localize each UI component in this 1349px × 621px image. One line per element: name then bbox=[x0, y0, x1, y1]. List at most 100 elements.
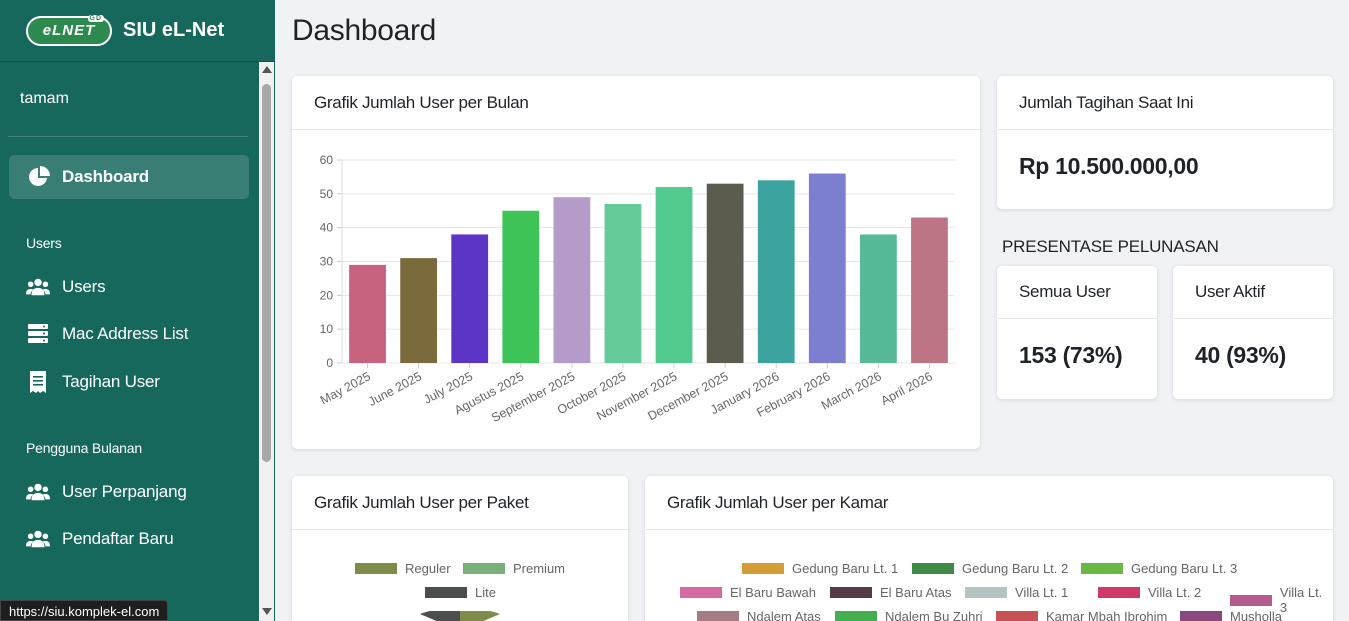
legend-label: Villa Lt. 2 bbox=[1148, 585, 1202, 600]
legend-label: Reguler bbox=[405, 561, 451, 576]
brand-logo-text: eLNET bbox=[42, 22, 96, 39]
y-tick-label: 40 bbox=[320, 221, 334, 235]
legend-item[interactable]: El Baru Bawah bbox=[680, 585, 816, 600]
current-user-name[interactable]: tamam bbox=[20, 90, 69, 107]
tagihan-value: Rp 10.500.000,00 bbox=[1019, 153, 1199, 179]
legend-label: El Baru Bawah bbox=[730, 585, 816, 600]
users-icon bbox=[26, 528, 50, 550]
legend-swatch bbox=[425, 587, 467, 598]
pelunasan-section-label: PRESENTASE PELUNASAN bbox=[1002, 237, 1219, 256]
user-divider bbox=[8, 136, 248, 137]
legend-item[interactable]: Ndalem Atas bbox=[697, 609, 821, 621]
bar[interactable] bbox=[911, 217, 948, 363]
bar[interactable] bbox=[757, 180, 795, 363]
y-tick-label: 20 bbox=[320, 288, 334, 302]
legend-item[interactable]: Premium bbox=[463, 561, 565, 576]
legend-item[interactable]: Gedung Baru Lt. 3 bbox=[1081, 561, 1237, 576]
x-tick-label: June 2025 bbox=[366, 369, 424, 409]
receipt-icon bbox=[26, 371, 50, 393]
bar[interactable] bbox=[502, 210, 540, 363]
brand-logo-tag: GD bbox=[87, 14, 104, 22]
legend-item[interactable]: Gedung Baru Lt. 2 bbox=[912, 561, 1068, 576]
legend-label: Gedung Baru Lt. 3 bbox=[1131, 561, 1238, 576]
users-icon bbox=[26, 276, 50, 298]
legend-label: El Baru Atas bbox=[880, 585, 952, 600]
y-tick-label: 30 bbox=[320, 255, 334, 269]
legend-swatch bbox=[1081, 563, 1123, 574]
card-title: Grafik Jumlah User per Kamar bbox=[645, 476, 1333, 530]
bar[interactable] bbox=[451, 234, 489, 363]
sidebar-item-tagihan-user[interactable]: Tagihan User bbox=[26, 367, 160, 397]
bar[interactable] bbox=[349, 264, 386, 363]
sidebar-section-monthly: Pengguna Bulanan bbox=[26, 440, 142, 456]
sidebar-item-label: Users bbox=[62, 277, 106, 296]
card-title: Grafik Jumlah User per Bulan bbox=[292, 76, 980, 130]
legend-swatch bbox=[355, 563, 397, 574]
legend-swatch bbox=[965, 587, 1007, 598]
legend-item[interactable]: Reguler bbox=[355, 561, 451, 576]
legend-label: Premium bbox=[513, 561, 566, 576]
legend-item[interactable]: Musholla bbox=[1180, 609, 1282, 621]
legend-item[interactable]: Villa Lt. 2 bbox=[1098, 585, 1201, 600]
bar[interactable] bbox=[859, 234, 897, 363]
sidebar-item-label: Mac Address List bbox=[62, 324, 189, 343]
legend-swatch bbox=[1230, 594, 1272, 606]
legend-swatch bbox=[912, 563, 954, 574]
paket-pie-chart bbox=[420, 611, 500, 621]
sidebar-item-label: User Perpanjang bbox=[62, 482, 187, 501]
scroll-down-arrow-icon[interactable] bbox=[262, 608, 272, 615]
legend-swatch bbox=[680, 587, 722, 598]
tagihan-card: Jumlah Tagihan Saat Ini Rp 10.500.000,00 bbox=[997, 76, 1333, 209]
legend-label: Villa Lt. 3 bbox=[1279, 585, 1323, 615]
y-tick-label: 50 bbox=[320, 187, 334, 201]
bar[interactable] bbox=[553, 197, 591, 363]
legend-swatch bbox=[835, 611, 877, 621]
sidebar-scrollbar[interactable] bbox=[259, 62, 274, 621]
legend-swatch bbox=[742, 563, 784, 574]
bar[interactable] bbox=[400, 258, 438, 363]
legend-item[interactable]: Villa Lt. 1 bbox=[965, 585, 1068, 600]
legend-item[interactable]: Gedung Baru Lt. 1 bbox=[742, 561, 898, 576]
brand-logo: eLNET GD bbox=[26, 14, 112, 46]
scrollbar-thumb[interactable] bbox=[262, 84, 271, 462]
pie-slice-reguler[interactable] bbox=[460, 611, 500, 621]
legend-swatch bbox=[697, 611, 739, 621]
bar[interactable] bbox=[604, 203, 642, 363]
status-bar-url: https://siu.komplek-el.com bbox=[0, 600, 169, 621]
user-aktif-card: User Aktif 40 (93%) bbox=[1173, 266, 1333, 399]
sidebar-item-mac-address-list[interactable]: Mac Address List bbox=[26, 319, 188, 349]
semua-user-value: 153 (73%) bbox=[1019, 342, 1123, 368]
bar[interactable] bbox=[706, 183, 744, 363]
legend-label: Ndalem Atas bbox=[747, 609, 821, 621]
card-title: Grafik Jumlah User per Paket bbox=[292, 476, 628, 530]
pie-slice-lite[interactable] bbox=[420, 611, 460, 621]
scroll-up-arrow-icon[interactable] bbox=[262, 66, 272, 73]
sidebar-item-dashboard[interactable]: Dashboard bbox=[9, 155, 249, 199]
bar[interactable] bbox=[655, 187, 693, 363]
y-tick-label: 60 bbox=[320, 153, 334, 167]
card-title: User Aktif bbox=[1173, 266, 1333, 319]
kamar-chart-card: Grafik Jumlah User per Kamar Gedung Baru… bbox=[645, 476, 1333, 621]
legend-label: Gedung Baru Lt. 1 bbox=[792, 561, 899, 576]
brand-header[interactable]: eLNET GD SIU eL-Net bbox=[0, 0, 275, 62]
sidebar-item-users[interactable]: Users bbox=[26, 272, 106, 302]
page-title: Dashboard bbox=[292, 14, 437, 47]
sidebar-item-pendaftar-baru[interactable]: Pendaftar Baru bbox=[26, 524, 174, 554]
sidebar-section-users: Users bbox=[26, 235, 62, 251]
legend-item[interactable]: Kamar Mbah Ibrohim bbox=[996, 609, 1167, 621]
legend-item[interactable]: Villa Lt. 3 bbox=[1230, 585, 1333, 615]
legend-swatch bbox=[996, 611, 1038, 621]
brand-name: SIU eL-Net bbox=[123, 19, 225, 41]
legend-item[interactable]: Ndalem Bu Zuhri bbox=[835, 609, 983, 621]
sidebar-item-user-perpanjang[interactable]: User Perpanjang bbox=[26, 477, 187, 507]
bar[interactable] bbox=[808, 173, 846, 363]
legend-item[interactable]: El Baru Atas bbox=[830, 585, 952, 600]
server-icon bbox=[26, 323, 50, 345]
legend-label: Kamar Mbah Ibrohim bbox=[1046, 609, 1168, 621]
x-tick-label: April 2026 bbox=[879, 369, 935, 408]
sidebar-item-label: Dashboard bbox=[62, 167, 149, 186]
y-tick-label: 10 bbox=[320, 322, 334, 336]
legend-item[interactable]: Lite bbox=[425, 585, 496, 600]
legend-swatch bbox=[1098, 587, 1140, 598]
